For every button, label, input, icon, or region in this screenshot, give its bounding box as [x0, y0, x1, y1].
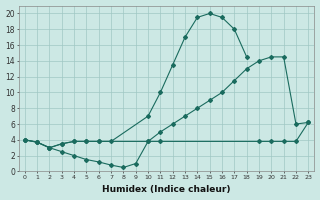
X-axis label: Humidex (Indice chaleur): Humidex (Indice chaleur) — [102, 185, 231, 194]
